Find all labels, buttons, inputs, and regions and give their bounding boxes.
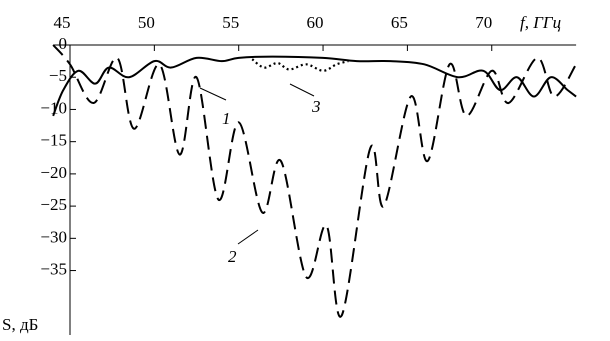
curve-dashed [52,44,577,318]
annotation: 1 [222,109,231,128]
y-tick-label: −10 [40,98,67,117]
annotation: 3 [311,97,321,116]
annotation: 2 [228,247,237,266]
x-axis-label: f, ГГц [520,13,561,32]
leader-3 [289,83,315,97]
x-tick-label: 50 [138,13,155,32]
leader-1 [199,87,227,101]
x-tick-label: 60 [307,13,324,32]
y-tick-label: −15 [40,131,67,150]
x-tick-label: 65 [391,13,408,32]
x-tick-label: 55 [222,13,239,32]
x-tick-label: 45 [54,13,71,32]
curve-dotted [251,58,349,72]
y-axis-label: S, дБ [2,315,38,334]
y-tick-label: −20 [40,163,67,182]
y-tick-label: −25 [40,195,67,214]
x-tick-label: 70 [475,13,492,32]
curve-solid [52,55,577,117]
y-tick-label: −30 [40,227,67,246]
y-tick-label: −35 [40,260,67,279]
y-tick-label: −5 [49,66,67,85]
leader-2 [237,229,259,245]
y-tick-label: 0 [59,34,68,53]
